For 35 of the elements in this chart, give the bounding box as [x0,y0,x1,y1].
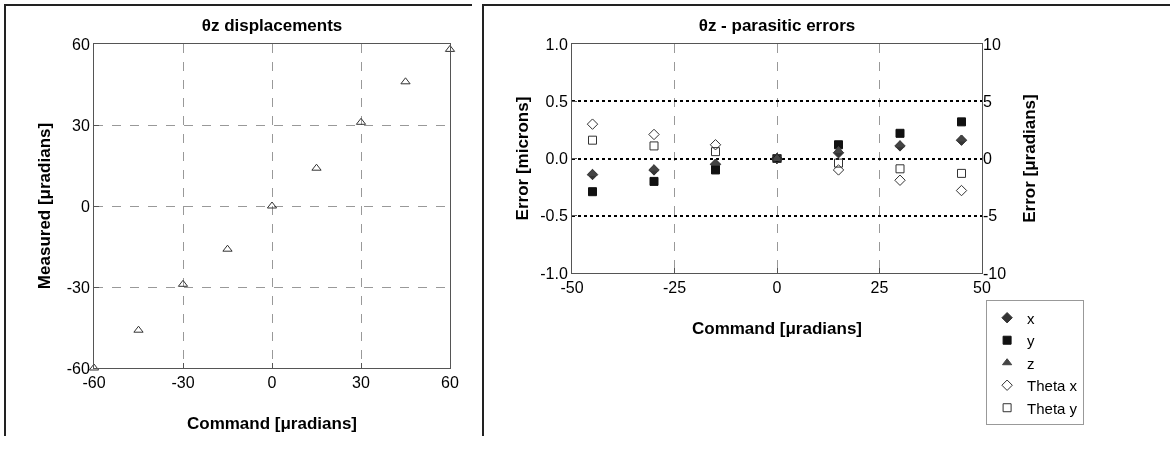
y-tick-label: -60 [66,359,90,377]
chart-title: θz - parasitic errors [698,15,856,35]
x-tick-label: 0 [772,279,782,297]
y-axis-title: Measured [μradians] [35,122,54,290]
y-tick-label: 1.0 [545,35,568,53]
y-axis-title: Error [microns] [513,96,532,221]
y-tick-label: -1.0 [540,264,568,282]
y-tick-label: 30 [72,116,90,134]
y-tick-label: 0 [80,197,90,215]
y-tick-label: 0.5 [545,92,568,110]
legend-label: Theta x [1027,377,1078,395]
x-tick-label: 50 [973,279,991,297]
y2-tick-label: -10 [983,264,1007,282]
x-tick-label: 25 [870,279,889,297]
x-tick-label: -50 [560,279,584,297]
y-tick-label: -0.5 [540,207,568,225]
x-axis-title: Command [μradians] [691,319,863,338]
legend-label: z [1027,354,1035,372]
legend-label: Theta y [1027,399,1078,417]
y2-axis-title: Error [μradians] [1019,94,1039,223]
y2-tick-label: 10 [983,35,1001,53]
x-tick-label: 0 [267,374,277,392]
y-tick-label: 60 [72,35,90,53]
legend-label: x [1027,309,1036,327]
y-tick-label: 0.0 [545,150,568,168]
x-tick-label: 30 [352,374,370,392]
x-tick-label: -30 [171,374,195,392]
y2-tick-label: 5 [983,92,992,110]
x-axis-title: Command [μradians] [186,414,358,433]
chart-title: θz displacements [201,15,343,35]
x-tick-label: -25 [662,279,687,297]
y2-tick-label: 0 [983,150,992,168]
x-tick-label: 60 [441,374,459,392]
legend-label: y [1027,332,1036,350]
y2-tick-label: -5 [983,207,998,225]
